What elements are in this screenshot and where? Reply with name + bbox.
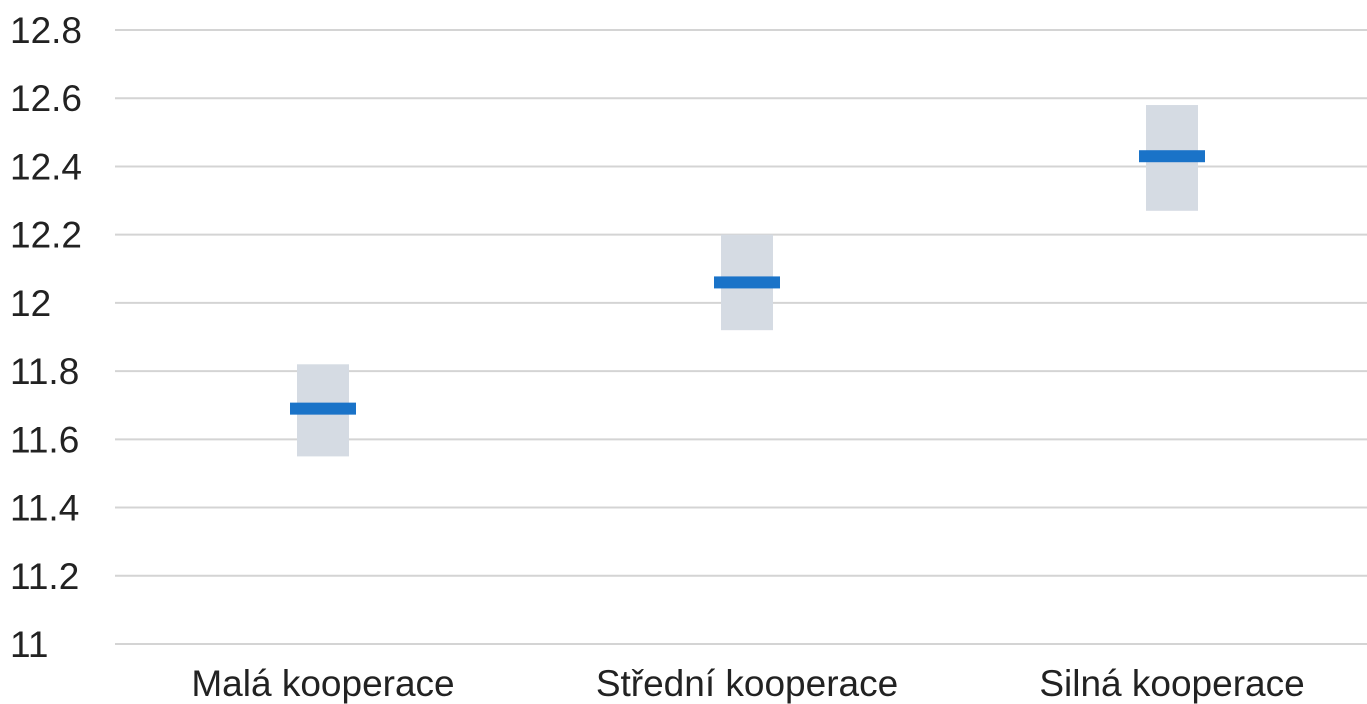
y-axis-tick-labels: 11 11.2 11.4 11.6 11.8 12 12.2 12.4 12.6 12.8 [10,10,82,665]
mean-marker-3 [1139,150,1205,163]
mean-markers [290,150,1205,415]
y-tick-label: 11 [10,624,48,665]
y-tick-label: 11.8 [10,351,79,392]
y-tick-label: 12 [10,283,51,324]
x-category-label: Malá kooperace [191,663,454,704]
y-tick-label: 12.6 [10,78,82,119]
y-tick-label: 11.2 [10,556,79,597]
y-tick-label: 12.8 [10,10,82,51]
y-tick-label: 12.4 [10,146,82,187]
x-category-label: Střední kooperace [596,663,898,704]
y-tick-label: 11.4 [10,488,79,529]
x-category-label: Silná kooperace [1039,663,1304,704]
mean-marker-1 [290,402,356,415]
y-tick-label: 12.2 [10,215,82,256]
mean-marker-2 [714,276,780,289]
x-axis-category-labels: Malá kooperace Střední kooperace Silná koo… [191,663,1304,704]
y-tick-label: 11.6 [10,419,79,460]
